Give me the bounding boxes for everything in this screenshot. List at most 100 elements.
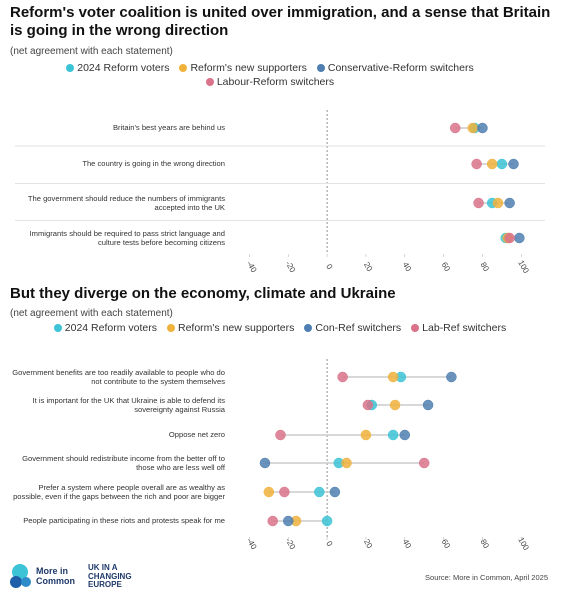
x-tick-label: 0 (324, 263, 334, 272)
dot (418, 457, 430, 469)
title-box: Reform's voter coalition is united over … (10, 4, 551, 39)
row-label: Government benefits are too readily avai… (12, 367, 225, 387)
row-label: It is important for the UK that Ukraine … (32, 395, 225, 415)
row-label: Prefer a system where people overall are… (13, 482, 225, 502)
dot (486, 158, 498, 170)
source: Source: More in Common, April 2025 (425, 573, 548, 582)
logo-text: More in Common (36, 566, 75, 586)
legend-item: Reform's new supporters (167, 322, 294, 334)
row-label-box: Immigrants should be required to pass st… (29, 228, 225, 248)
subtitle-box: (net agreement with each statement) (10, 308, 173, 319)
logo-mark (10, 576, 22, 588)
dot (314, 486, 325, 498)
legend: 2024 Reform voters Reform's new supporter… (60, 62, 480, 88)
x-tick-label: -20 (284, 259, 298, 274)
logo-1: More in Common (36, 566, 75, 586)
dot (422, 399, 434, 411)
legend-label: Reform's new supporters (178, 322, 295, 334)
x-tick-label: -40 (245, 536, 259, 551)
x-tick-label: -20 (284, 536, 298, 551)
chart-title: But they diverge on the economy, climate… (10, 285, 396, 302)
legend-item: 2024 Reform voters (53, 322, 157, 334)
dot (259, 457, 271, 469)
x-tick-label: 100 (516, 536, 531, 553)
legend-label: Conservative-Reform switchers (327, 62, 474, 74)
legend-label: Labour-Reform switchers (216, 76, 335, 88)
row-label-box: Government should redistribute income fr… (22, 454, 225, 473)
legend-label: Reform's new supporters (190, 62, 307, 74)
logo-mark (21, 577, 31, 587)
dot (321, 515, 333, 527)
legend-swatch (205, 78, 214, 86)
dot (360, 429, 372, 441)
x-tick-label: 80 (478, 538, 491, 551)
x-tick-label: 100 (516, 259, 531, 276)
legend-item: Lab-Ref switchers (411, 322, 506, 334)
legend-swatch (179, 64, 188, 72)
legend: 2024 Reform voters Reform's new supporter… (60, 62, 480, 88)
row-label-box: Britain's best years are behind us (112, 123, 225, 133)
dot (283, 515, 294, 527)
legend-swatch (316, 64, 325, 72)
legend-swatch (304, 324, 313, 332)
logo-text: UK IN A CHANGING EUROPE (88, 564, 132, 589)
row-label: The country is going in the wrong direct… (82, 159, 225, 169)
dot (263, 486, 275, 498)
row-label-box: Oppose net zero (168, 430, 225, 440)
title-box: But they diverge on the economy, climate… (10, 285, 396, 302)
legend-swatch (167, 324, 175, 332)
x-tick-label: 40 (401, 538, 414, 551)
footer: More in Common UK IN A CHANGING EUROPE S… (10, 564, 548, 589)
legend-swatch (411, 324, 420, 332)
subtitle-box: (net agreement with each statement) (10, 46, 173, 57)
row-label-box: Prefer a system where people overall are… (13, 482, 225, 502)
chart-title: Reform's voter coalition is united over … (10, 4, 551, 39)
row-label-box: The government should reduce the numbers… (27, 193, 225, 213)
chart: -40 -20 0 20 40 60 80 100 (245, 359, 531, 552)
dot (279, 486, 290, 498)
dot (473, 197, 484, 209)
dot (337, 371, 348, 383)
row-label: Britain's best years are behind us (112, 123, 225, 133)
x-tick-label: 20 (362, 538, 375, 551)
dot (275, 429, 286, 441)
legend-swatch (53, 324, 62, 332)
legend-label: Con-Ref switchers (315, 322, 402, 334)
legend-label: 2024 Reform voters (64, 322, 157, 334)
dot (496, 158, 508, 170)
x-tick-label: 60 (440, 538, 453, 551)
legend-item: 2024 Reform voters (66, 62, 169, 74)
dot (467, 122, 478, 134)
row-label: The government should reduce the numbers… (27, 193, 225, 213)
row-label-box: It is important for the UK that Ukraine … (32, 395, 225, 415)
x-tick-label: 0 (324, 540, 334, 549)
legend-item: Labour-Reform switchers (205, 76, 335, 88)
legend: 2024 Reform voters Reform's new supporter… (20, 322, 540, 334)
chart: -40 -20 0 20 40 60 80 100 (15, 110, 545, 275)
row-label-box: People participating in these riots and … (23, 516, 225, 525)
chart-subtitle: (net agreement with each statement) (10, 308, 173, 319)
dot (329, 486, 341, 498)
dot (387, 371, 399, 383)
dot (477, 122, 488, 134)
dot (446, 371, 457, 383)
row-label-box: The country is going in the wrong direct… (82, 159, 225, 169)
logo-2: UK IN A CHANGING EUROPE (88, 564, 132, 589)
dot (504, 232, 515, 244)
x-tick-label: 60 (440, 261, 453, 274)
legend-item: Conservative-Reform switchers (316, 62, 474, 74)
x-tick-label: 80 (478, 261, 491, 274)
row-label: Immigrants should be required to pass st… (29, 228, 225, 248)
chart-subtitle: (net agreement with each statement) (10, 46, 173, 57)
row-label-box: Government benefits are too readily avai… (12, 367, 225, 387)
legend: 2024 Reform voters Reform's new supporter… (20, 322, 540, 334)
x-tick-label: 40 (401, 261, 414, 274)
dot (450, 122, 461, 134)
dot (267, 515, 278, 527)
dot (341, 457, 352, 469)
x-tick-label: 20 (362, 261, 375, 274)
dot (508, 158, 519, 170)
row-label: Oppose net zero (168, 430, 225, 440)
dot (504, 197, 515, 209)
legend-item: Con-Ref switchers (304, 322, 401, 334)
